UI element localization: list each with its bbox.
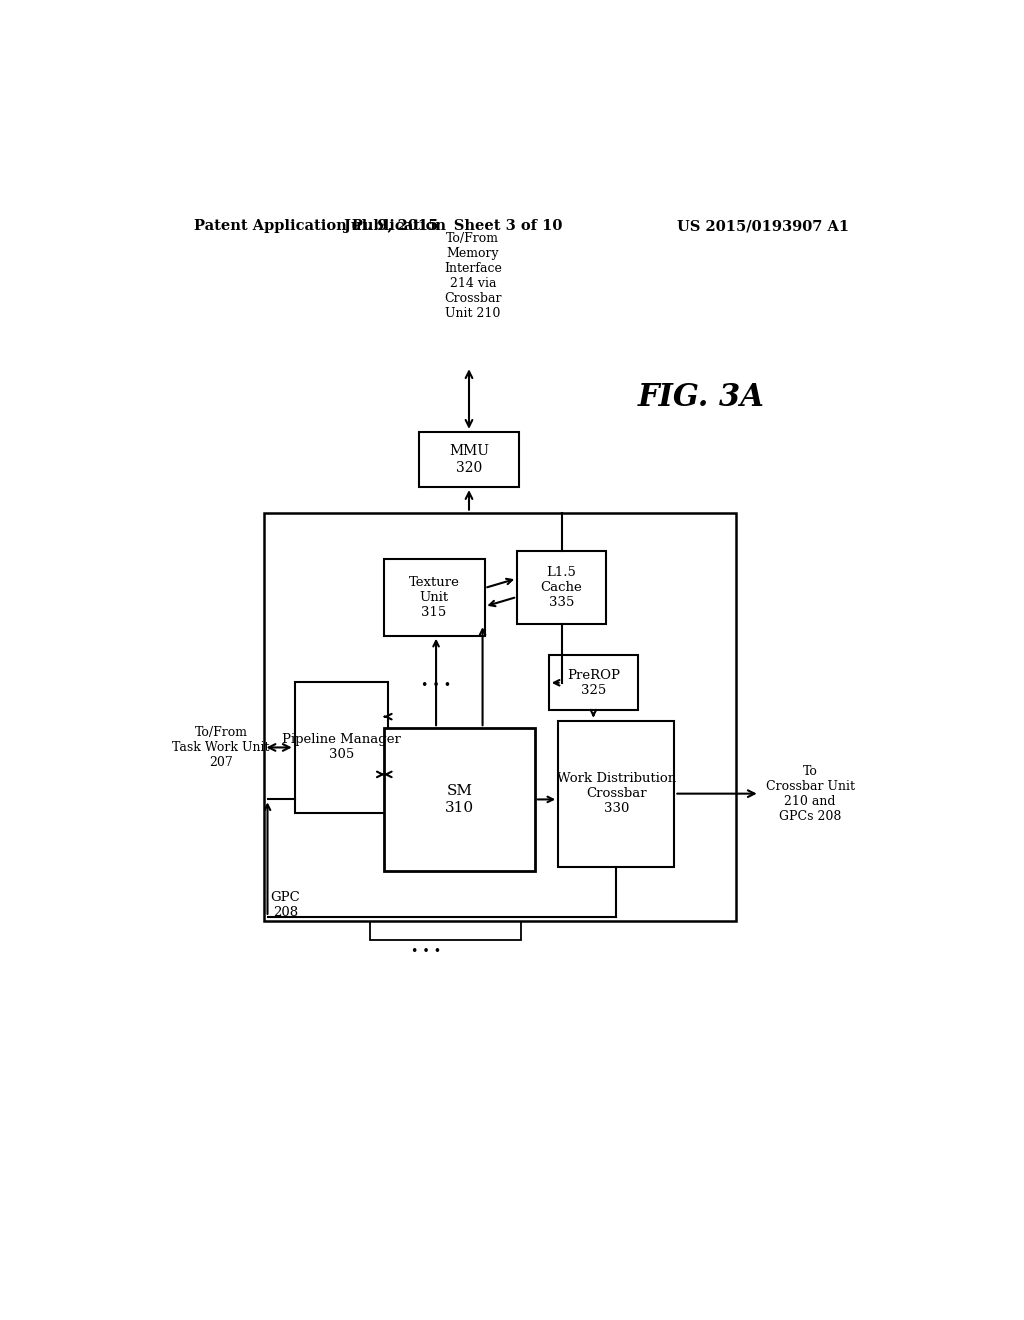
Bar — [370, 797, 521, 940]
Text: • • •: • • • — [422, 680, 452, 693]
Text: SM
310: SM 310 — [444, 784, 474, 814]
Text: To/From
Memory
Interface
214 via
Crossbar
Unit 210: To/From Memory Interface 214 via Crossba… — [444, 232, 502, 321]
Text: FIG. 3A: FIG. 3A — [638, 381, 765, 413]
Bar — [295, 682, 388, 813]
Text: Pipeline Manager
305: Pipeline Manager 305 — [282, 734, 400, 762]
Text: US 2015/0193907 A1: US 2015/0193907 A1 — [678, 219, 850, 234]
Bar — [419, 432, 519, 487]
Text: Texture
Unit
315: Texture Unit 315 — [409, 576, 460, 619]
Text: • • •: • • • — [411, 945, 441, 958]
Text: To
Crossbar Unit
210 and
GPCs 208: To Crossbar Unit 210 and GPCs 208 — [766, 764, 854, 822]
Bar — [384, 729, 535, 871]
Text: GPC
208: GPC 208 — [270, 891, 300, 919]
Bar — [517, 552, 606, 624]
Text: L1.5
Cache
335: L1.5 Cache 335 — [541, 566, 583, 609]
Bar — [384, 558, 484, 636]
Text: Jul. 9, 2015   Sheet 3 of 10: Jul. 9, 2015 Sheet 3 of 10 — [344, 219, 562, 234]
Bar — [263, 512, 736, 921]
Bar — [397, 597, 499, 675]
Text: To/From
Task Work Unit
207: To/From Task Work Unit 207 — [172, 726, 269, 770]
Text: Patent Application Publication: Patent Application Publication — [194, 219, 445, 234]
Text: Work Distribution
Crossbar
330: Work Distribution Crossbar 330 — [557, 772, 676, 816]
Text: PreROP
325: PreROP 325 — [567, 669, 620, 697]
Bar — [549, 655, 638, 710]
Text: MMU
320: MMU 320 — [449, 445, 489, 475]
Bar — [558, 721, 675, 867]
